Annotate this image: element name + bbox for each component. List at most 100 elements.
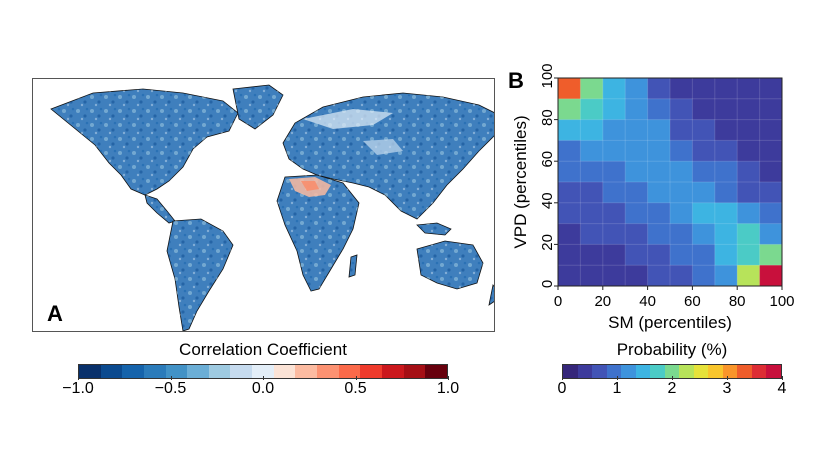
probability-colorbar-segment [693, 365, 709, 378]
south-america-texture [167, 219, 233, 331]
heatmap-cell [558, 244, 581, 266]
probability-colorbar-segment [708, 365, 723, 378]
heatmap-cell [692, 119, 716, 141]
australia-texture [417, 241, 483, 289]
heatmap-cell [558, 202, 581, 225]
africa-texture [277, 175, 359, 291]
correlation-colorbar-tick-label: 0.5 [344, 380, 367, 397]
heatmap-cell [647, 182, 671, 204]
probability-colorbar-segment [650, 365, 665, 378]
land-texture [51, 85, 494, 331]
probability-colorbar-tick-label: 4 [777, 380, 787, 397]
heatmap-cell [625, 119, 649, 141]
heatmap-cell [602, 119, 626, 141]
heatmap-cell [625, 182, 649, 204]
heatmap-cell [580, 182, 604, 204]
heatmap-cell [759, 161, 783, 183]
heatmap-cell [714, 98, 738, 121]
correlation-colorbar-segment [187, 365, 209, 378]
correlation-colorbar-segment [143, 365, 166, 378]
heatmap-cell [670, 265, 693, 287]
probability-colorbar-segment [577, 365, 593, 378]
heatmap-cell [558, 182, 581, 204]
heatmap-cell [692, 182, 716, 204]
probability-colorbar-ticks: 0 1 2 3 4 [558, 376, 786, 404]
heatmap-cell [670, 98, 693, 121]
heatmap-cell [625, 98, 649, 121]
heatmap-cell [647, 265, 671, 287]
heatmap-cell [602, 223, 626, 245]
correlation-colorbar-segment [338, 365, 361, 378]
heatmap-cell [714, 140, 738, 162]
correlation-colorbar-segment [381, 365, 404, 378]
heatmap-y-tick-label: 40 [539, 192, 556, 209]
heatmap-cell [692, 244, 716, 266]
heatmap-cell [714, 182, 738, 204]
heatmap-cell [737, 182, 761, 204]
heatmap-cell [759, 78, 783, 100]
heatmap-cell [714, 265, 738, 287]
correlation-colorbar-tick-label: −0.5 [154, 380, 187, 397]
probability-colorbar-segment [722, 365, 738, 378]
heatmap-x-tick-label: 80 [729, 293, 746, 310]
heatmap-cell [759, 119, 783, 141]
probability-colorbar-segment [664, 365, 680, 378]
correlation-colorbar-tick-label: −1.0 [62, 380, 94, 397]
heatmap-cell [692, 140, 716, 162]
correlation-colorbar-title: Correlation Coefficient [179, 340, 347, 359]
heatmap-cell [625, 265, 649, 287]
heatmap-y-tick-label: 20 [539, 234, 556, 251]
correlation-colorbar-segment [425, 365, 447, 378]
probability-colorbar-segment [751, 365, 767, 378]
heatmap-cell [759, 140, 783, 162]
heatmap-cell [692, 202, 716, 225]
correlation-colorbar-tick-mark [170, 376, 172, 380]
correlation-colorbar-segment [79, 365, 101, 378]
heatmap-cell [602, 78, 626, 100]
heatmap-cell [759, 202, 783, 225]
correlation-colorbar-segment [403, 365, 426, 378]
heatmap-cell [670, 244, 693, 266]
heatmap-cell [625, 244, 649, 266]
heatmap-cell [647, 244, 671, 266]
correlation-colorbar-segment [317, 365, 339, 378]
heatmap-cell [558, 161, 581, 183]
probability-colorbar-segment [592, 365, 607, 378]
correlation-colorbar-tick-mark [448, 376, 449, 380]
heatmap-cell [602, 98, 626, 121]
heatmap-cell [602, 265, 626, 287]
heatmap-cell [580, 244, 604, 266]
heatmap-cell [670, 78, 693, 100]
heatmap-frame [557, 77, 783, 287]
heatmap-cell [580, 161, 604, 183]
heatmap-cell [602, 161, 626, 183]
heatmap-cell [670, 202, 693, 225]
heatmap-cell [580, 223, 604, 245]
central-america-texture [145, 195, 175, 223]
heatmap-cell [647, 202, 671, 225]
heatmap-cell [647, 78, 671, 100]
probability-colorbar-title: Probability (%) [616, 340, 728, 359]
heatmap-cell [647, 223, 671, 245]
heatmap-cell [692, 223, 716, 245]
correlation-colorbar-tick-mark [355, 376, 357, 380]
heatmap-cell [737, 265, 761, 287]
heatmap-cell [580, 98, 604, 121]
heatmap-cell [737, 244, 761, 266]
heatmap-cell [759, 98, 783, 121]
madagascar-texture [349, 255, 357, 277]
heatmap-cell [625, 223, 649, 245]
heatmap-cell [714, 119, 738, 141]
heatmap-cell [714, 78, 738, 100]
correlation-colorbar-ticks: −1.0 −0.5 0.0 0.5 1.0 [62, 376, 459, 404]
tibet-light-region [363, 139, 403, 155]
probability-colorbar-tick-label: 0 [557, 380, 567, 397]
heatmap-cell [580, 265, 604, 287]
probability-colorbar-tick-mark [672, 376, 673, 380]
heatmap-cell [670, 161, 693, 183]
arctic-light-region [303, 109, 393, 129]
heatmap-x-tick-label: 20 [594, 293, 611, 310]
heatmap-cell [714, 161, 738, 183]
correlation-colorbar-segment [122, 365, 144, 378]
correlation-colorbar-segment [100, 365, 123, 378]
